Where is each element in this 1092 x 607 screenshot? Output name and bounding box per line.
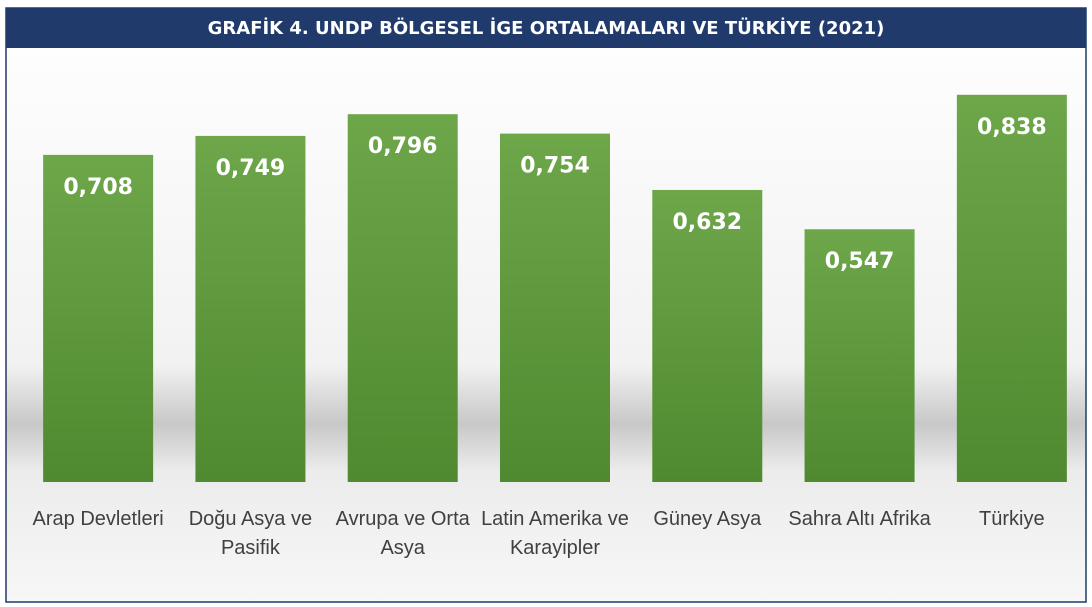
value-label: 0,547 (825, 249, 895, 274)
chart-title: GRAFİK 4. UNDP BÖLGESEL İGE ORTALAMALARI… (208, 17, 885, 39)
value-label: 0,838 (977, 115, 1047, 140)
bar (956, 94, 1067, 483)
x-tick-label: Güney Asya (653, 508, 762, 530)
x-tick-label: Türkiye (979, 508, 1045, 530)
bar (804, 229, 915, 482)
x-tick-label: Arap Devletleri (32, 508, 164, 530)
bar (43, 154, 154, 483)
title-bar (6, 8, 1086, 48)
x-tick-label: Latin Amerika ve Karayipler (481, 508, 629, 559)
value-label: 0,708 (63, 175, 133, 200)
bar (195, 135, 306, 482)
x-tick-label: Sahra Altı Afrika (788, 508, 931, 530)
bar (500, 133, 610, 482)
value-label: 0,754 (520, 154, 590, 179)
value-label: 0,796 (368, 134, 438, 159)
bar (652, 189, 763, 482)
bar (347, 114, 458, 482)
value-label: 0,632 (672, 210, 742, 235)
x-tick-label: Doğu Asya ve Pasifik (188, 508, 313, 559)
value-label: 0,749 (216, 156, 286, 181)
x-tick-label: Avrupa ve Orta Asya (335, 508, 470, 559)
